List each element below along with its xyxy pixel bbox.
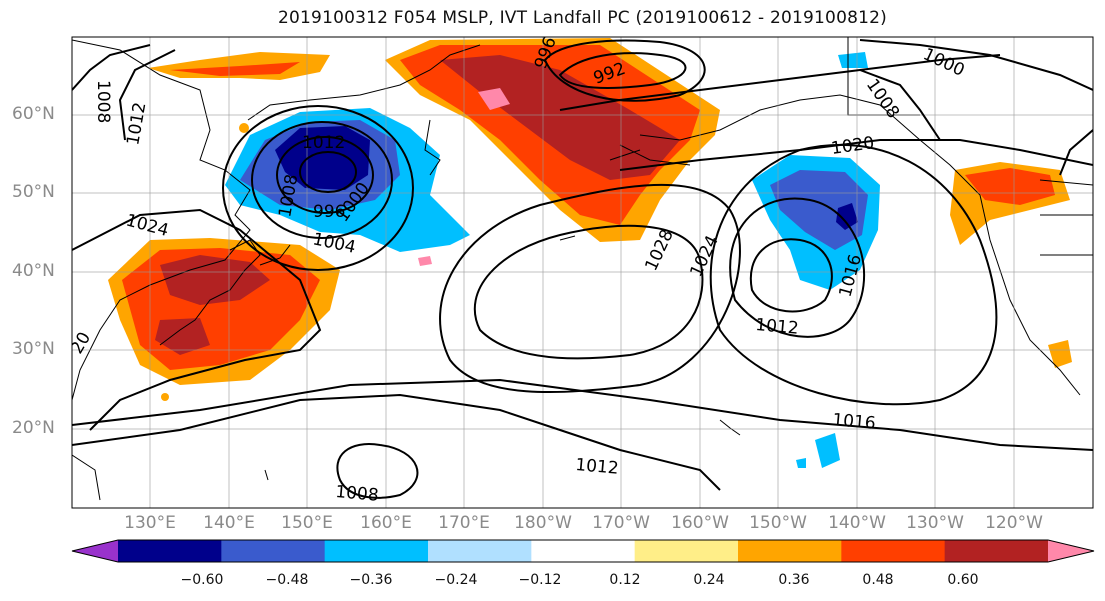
map-area: 1008 1012 1012 1008 996 1004 1000 1024 2…	[67, 37, 1093, 508]
colorbar-swatch	[118, 540, 222, 562]
colorbar-tick-label: −0.36	[349, 572, 393, 588]
lon-label: 170°W	[592, 513, 650, 533]
colorbar	[71, 539, 1095, 563]
ivt-small-peak	[418, 256, 432, 266]
isobar-label: 1020	[830, 133, 876, 159]
isobar-label: 996	[313, 202, 345, 222]
colorbar-tick-label: 0.12	[609, 572, 641, 588]
colorbar-extend-min	[72, 540, 118, 562]
colorbar-swatch	[841, 540, 946, 562]
ivt-peak-shading	[478, 88, 510, 110]
colorbar-swatch	[531, 540, 636, 562]
colorbar-tick-label: −0.12	[518, 572, 562, 588]
isobar-label: 1024	[686, 232, 722, 280]
gridlines	[72, 37, 1093, 508]
colorbar-extend-max	[1048, 540, 1094, 562]
lat-label: 60°N	[12, 104, 55, 124]
isobar-label: 1012	[755, 315, 800, 339]
lon-label: 140°W	[828, 513, 886, 533]
isobar-label: 1012	[123, 101, 150, 147]
colorbar-tick-label: 0.36	[778, 572, 810, 588]
map-frame	[71, 36, 1094, 509]
isobar-label: 20	[67, 329, 95, 358]
colorbar-swatch	[944, 540, 1049, 562]
colorbar-tick-label: −0.24	[434, 572, 478, 588]
isobar-label: 1012	[575, 455, 620, 479]
colorbar-tick-label: 0.48	[862, 572, 894, 588]
isobar-label: 1008	[93, 80, 113, 123]
colorbar-tick-label: 0.60	[947, 572, 979, 588]
colorbar-tick-label: −0.48	[265, 572, 309, 588]
colorbar-swatch	[324, 540, 429, 562]
lon-label: 180°W	[514, 513, 572, 533]
lon-label: 170°E	[438, 513, 490, 533]
colorbar-tick-label: −0.60	[180, 572, 224, 588]
lon-label: 130°W	[906, 513, 964, 533]
ivt-very-strong-positive-shading	[155, 55, 680, 355]
mslp-isobars	[72, 39, 1093, 499]
isobar-label: 1028	[641, 226, 677, 274]
lon-label: 130°E	[124, 513, 176, 533]
lat-label: 30°N	[12, 339, 55, 359]
isobar-label: 1024	[124, 211, 171, 242]
lon-label: 150°W	[749, 513, 807, 533]
lon-label: 150°E	[281, 513, 333, 533]
colorbar-swatch	[428, 540, 532, 562]
colorbar-swatch	[634, 540, 739, 562]
lat-label: 20°N	[12, 418, 55, 438]
lat-label: 40°N	[12, 261, 55, 281]
colorbar-tick-label: 0.24	[693, 572, 725, 588]
colorbar-swatch	[738, 540, 842, 562]
lat-label: 50°N	[12, 182, 55, 202]
isobar-label: 1008	[335, 482, 380, 506]
map-title: 2019100312 F054 MSLP, IVT Landfall PC (2…	[278, 8, 887, 28]
lon-label: 140°E	[203, 513, 255, 533]
isobar-label: 1016	[832, 410, 877, 434]
colorbar-outline	[71, 539, 1095, 563]
colorbar-swatch	[221, 540, 326, 562]
lon-label: 160°W	[671, 513, 729, 533]
isobar-label: 1012	[302, 133, 345, 153]
lon-label: 160°E	[360, 513, 412, 533]
lon-label: 120°W	[985, 513, 1043, 533]
